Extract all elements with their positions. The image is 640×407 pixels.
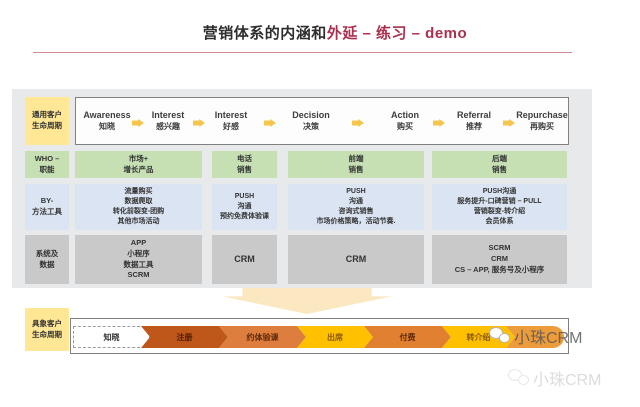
who-cell-telesales: 电话 销售: [212, 151, 277, 178]
title-black-part: 营销体系的内涵和: [202, 25, 327, 42]
stage-interest-1: Interest 感兴趣: [151, 109, 185, 131]
who-cell-frontend-sales: 前端 销售: [288, 151, 424, 178]
system-cell-crm-2: CRM: [288, 235, 424, 284]
by-cell-traffic: 流量购买 数据爬取 转化前裂变-团购 其他市场活动: [75, 184, 202, 230]
stage-referral: Referral 推荐: [456, 109, 492, 131]
journey-step-trial-booking: 约体验课: [219, 326, 306, 348]
journey-step-attend: 出席: [297, 326, 373, 348]
journey-strip: 知晓 注册 约体验课 出席 付费 转介绍: [70, 318, 569, 354]
stage-arrow-icon: [433, 119, 445, 127]
title-red-part: 外延 – 练习 – demo: [326, 25, 468, 42]
system-cell-app-scrm: APP 小程序 数据工具 SCRM: [75, 235, 202, 284]
stage-arrow-icon: [193, 119, 205, 127]
stage-decision: Decision 决策: [292, 109, 330, 131]
lifecycle-stage-strip: Awareness 知晓 Interest 感兴趣 Interest 好感 Decis…: [75, 97, 569, 145]
stage-arrow-icon: [352, 119, 364, 127]
wechat-icon: [489, 327, 511, 345]
journey-row-label: 具象客户 生命周期: [25, 308, 69, 351]
watermark-text: 小珠CRM: [533, 372, 602, 389]
watermark-overlay: 小珠CRM: [489, 324, 582, 348]
journey-step-pay: 付费: [364, 326, 451, 348]
by-cell-service-pull: PUSH沟通 服务提升-口碑营销 – PULL 营销裂变-转介绍 会员体系: [432, 184, 567, 230]
who-cell-backend-sales: 后端 销售: [432, 151, 567, 178]
by-row-label: BY- 方法工具: [25, 184, 69, 230]
journey-step-register: 注册: [141, 326, 228, 348]
journey-step-awareness: 知晓: [73, 326, 150, 348]
page-title: 营销体系的内涵和外延 – 练习 – demo: [30, 22, 640, 43]
lifecycle-row-label: 通用客户 生命周期: [25, 97, 69, 145]
down-arrow-icon: [222, 288, 392, 314]
watermark-text: 小珠CRM: [514, 330, 583, 347]
title-divider: [33, 52, 572, 53]
system-cell-crm-1: CRM: [212, 235, 277, 284]
watermark-footer: 小珠CRM: [508, 366, 601, 390]
stage-arrow-icon: [503, 119, 515, 127]
by-cell-push-booking: PUSH 沟通 预约免费体验课: [212, 184, 277, 230]
stage-interest-2: Interest 好感: [214, 109, 248, 131]
stage-awareness: Awareness 知晓: [83, 109, 131, 131]
framework-board: 通用客户 生命周期 Awareness 知晓 Interest 感兴趣 Intere…: [12, 89, 592, 288]
stage-repurchase: Repurchase 再购买: [516, 109, 568, 131]
stage-arrow-icon: [264, 119, 276, 127]
journey-step-end: [506, 326, 564, 348]
system-row-label: 系统及 数据: [25, 235, 69, 284]
stage-arrow-icon: [132, 119, 144, 127]
stage-action: Action 购买: [391, 109, 419, 131]
wechat-icon: [508, 369, 530, 387]
system-cell-scrm-cs: SCRM CRM CS – APP, 服务号及小程序: [432, 235, 567, 284]
who-row-label: WHO – 职能: [25, 151, 69, 178]
who-cell-marketing: 市场+ 增长产品: [75, 151, 202, 178]
by-cell-consultative: PUSH 沟通 咨询式销售 市场价格策略，活动节奏.: [288, 184, 424, 230]
